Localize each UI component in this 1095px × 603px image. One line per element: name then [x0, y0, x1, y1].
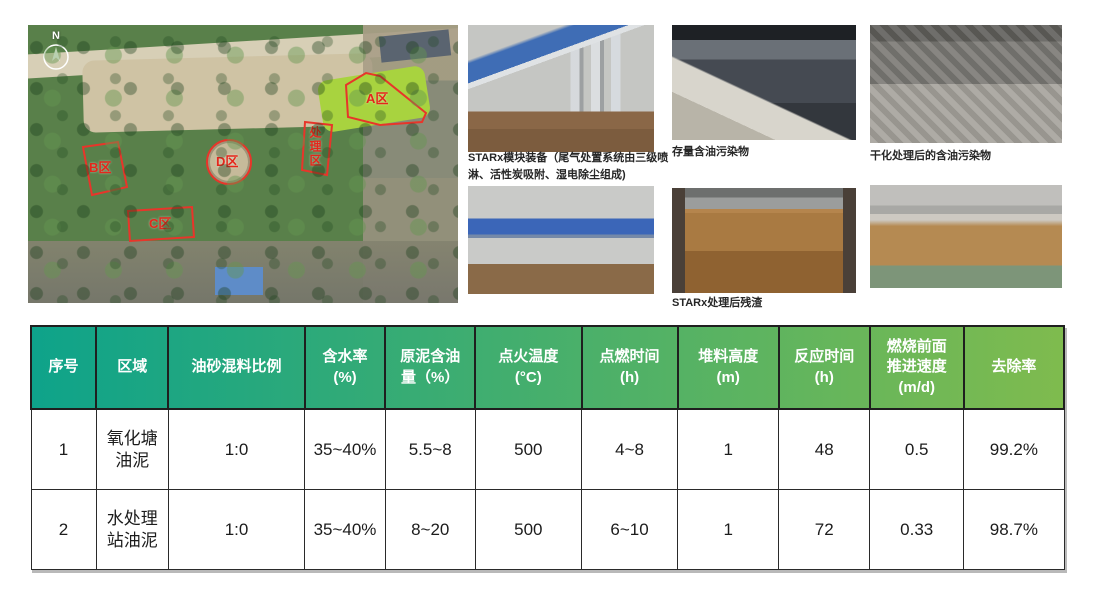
header-cell-ignition-time: 点燃时间 (h) [580, 325, 679, 410]
cell-front-speed: 0.5 [869, 408, 965, 490]
photo-caption-dried-contaminants: 干化处理后的含油污染物 [870, 150, 991, 162]
cell-ignition-time: 6~10 [581, 489, 679, 570]
zone-label-a: A区 [366, 91, 389, 106]
treatment-parameters-table: 序号 区域 油砂混料比例 含水率 (%) 原泥含油 量（%） 点火温度 (°C)… [29, 325, 1066, 570]
cell-index: 2 [30, 489, 97, 570]
table-row: 2 水处理 站油泥 1:0 35~40% 8~20 500 6~10 1 72 … [30, 489, 1065, 570]
cell-reaction-time: 48 [778, 408, 871, 490]
photo-caption-starx-equipment: STARx模块装备（尾气处置系统由三级喷淋、活性炭吸附、湿电除尘组成) [468, 152, 669, 181]
zone-label-treatment: 处理区 [308, 126, 322, 168]
zone-a-outline [344, 71, 428, 127]
compass-north-label: N [52, 30, 60, 42]
cell-oil-content: 8~20 [384, 489, 476, 570]
photo-dried-contaminants [870, 25, 1062, 143]
cell-mix-ratio: 1:0 [167, 489, 306, 570]
photo-treatment-facility [468, 186, 654, 294]
zone-b-outline [81, 140, 129, 197]
header-cell-oil-content: 原泥含油 量（%） [384, 325, 477, 410]
zone-label-d: D区 [216, 154, 239, 169]
cell-moisture: 35~40% [304, 489, 386, 570]
header-cell-reaction-time: 反应时间 (h) [777, 325, 871, 410]
header-cell-mix-ratio: 油砂混料比例 [167, 325, 306, 410]
photo-starx-equipment [468, 25, 654, 152]
cell-front-speed: 0.33 [869, 489, 965, 570]
cell-reaction-time: 72 [778, 489, 871, 570]
header-cell-pile-height: 堆料高度 (m) [676, 325, 780, 410]
aerial-blue-building [215, 267, 263, 295]
table-header-row: 序号 区域 油砂混料比例 含水率 (%) 原泥含油 量（%） 点火温度 (°C)… [29, 325, 1066, 410]
aerial-site-photo: N A区 处理区 D区 B区 C区 [28, 25, 458, 303]
zone-outlines-svg [81, 71, 428, 243]
cell-pile-height: 1 [677, 408, 780, 490]
header-cell-removal-rate: 去除率 [962, 325, 1066, 410]
zone-d-outline [206, 139, 252, 185]
photo-starx-residue [672, 188, 856, 293]
compass-icon: N [41, 30, 71, 77]
photo-caption-oily-sludge: 存量含油污染物 [672, 146, 749, 158]
cell-oil-content: 5.5~8 [384, 408, 476, 490]
cell-moisture: 35~40% [304, 408, 386, 490]
header-cell-area: 区域 [95, 325, 170, 410]
zone-treatment-outline [300, 120, 334, 177]
zone-label-c: C区 [149, 216, 172, 231]
cell-area: 氧化塘 油泥 [95, 408, 169, 490]
cell-ignition-temp: 500 [474, 489, 583, 570]
cell-removal-rate: 99.2% [963, 408, 1065, 490]
cell-removal-rate: 98.7% [963, 489, 1065, 570]
table-row: 1 氧化塘 油泥 1:0 35~40% 5.5~8 500 4~8 1 48 0… [30, 408, 1065, 490]
photo-residue-storage-bags [870, 185, 1062, 288]
compass-needle-icon [43, 44, 69, 70]
header-cell-moisture: 含水率 (%) [303, 325, 387, 410]
cell-index: 1 [30, 408, 97, 490]
header-cell-ignition-temp: 点火温度 (°C) [474, 325, 583, 410]
cell-mix-ratio: 1:0 [167, 408, 306, 490]
header-cell-index: 序号 [29, 325, 98, 410]
cell-area: 水处理 站油泥 [95, 489, 169, 570]
cell-ignition-temp: 500 [474, 408, 583, 490]
zone-label-b: B区 [89, 160, 112, 175]
header-cell-front-speed: 燃烧前面 推进速度 (m/d) [868, 325, 965, 410]
photo-caption-starx-residue: STARx处理后残渣 [672, 297, 763, 309]
aerial-round-pond [207, 140, 251, 184]
zone-c-outline [126, 205, 196, 243]
cell-ignition-time: 4~8 [581, 408, 679, 490]
photo-oily-sludge-pond [672, 25, 856, 140]
cell-pile-height: 1 [677, 489, 780, 570]
